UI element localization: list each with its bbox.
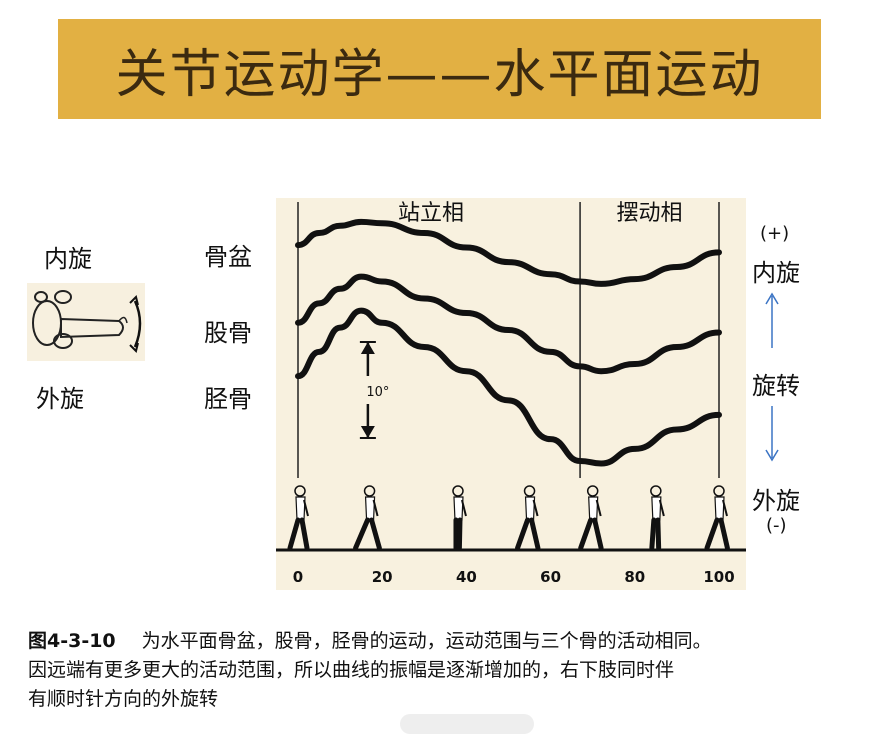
walking-figure-icon bbox=[578, 485, 604, 551]
pelvis-label: 骨盆 bbox=[204, 243, 252, 271]
x-tick-label: 60 bbox=[540, 568, 561, 586]
walking-figure-icon bbox=[353, 485, 382, 551]
title-banner: 关节运动学——水平面运动 bbox=[58, 19, 821, 119]
walking-figure-icon bbox=[287, 485, 310, 551]
foot-rotation-illustration bbox=[27, 283, 145, 361]
scale-label: 10° bbox=[366, 385, 389, 400]
caption-line-3: 有顺时针方向的外旋转 bbox=[28, 688, 219, 710]
watermark bbox=[400, 714, 534, 734]
tibia-label: 胫骨 bbox=[204, 385, 252, 413]
external-rotation-label: 外旋 bbox=[36, 385, 84, 413]
page-title: 关节运动学——水平面运动 bbox=[115, 44, 764, 105]
phase-label-2: 摆动相 bbox=[617, 201, 683, 226]
chart-background bbox=[276, 198, 746, 590]
caption-line-1: 图4-3-10 为水平面骨盆，股骨，胫骨的运动，运动范围与三个骨的活动相同。 bbox=[28, 630, 712, 652]
x-tick-label: 80 bbox=[624, 568, 645, 586]
scale-arrowhead-up bbox=[360, 342, 375, 354]
walking-figure-icon bbox=[649, 485, 665, 551]
x-tick-label: 0 bbox=[293, 568, 303, 586]
foot-top-view-icon bbox=[32, 290, 142, 353]
curve-1 bbox=[295, 218, 722, 287]
walking-figure-icon bbox=[704, 485, 730, 551]
walking-figure-icon bbox=[515, 485, 541, 551]
x-tick-label: 20 bbox=[372, 568, 393, 586]
down-arrow-icon bbox=[765, 406, 779, 462]
phase-label-1: 站立相 bbox=[398, 201, 464, 226]
x-tick-label: 40 bbox=[456, 568, 477, 586]
negative-sign: (-) bbox=[766, 515, 787, 536]
figure-caption: 图4-3-10 为水平面骨盆，股骨，胫骨的运动，运动范围与三个骨的活动相同。 因远… bbox=[28, 627, 868, 714]
femur-label: 股骨 bbox=[204, 319, 252, 347]
right-external-label: 外旋 bbox=[752, 487, 800, 515]
curve-2 bbox=[295, 273, 722, 375]
positive-sign: (+) bbox=[760, 223, 790, 244]
scale-arrowhead-down bbox=[360, 426, 375, 438]
up-arrow-icon bbox=[765, 292, 779, 348]
internal-rotation-label: 内旋 bbox=[44, 245, 92, 273]
figure-number: 图4-3-10 bbox=[28, 630, 116, 652]
right-internal-label: 内旋 bbox=[752, 259, 800, 287]
walking-figure-icon bbox=[452, 485, 467, 551]
x-tick-label: 100 bbox=[703, 568, 734, 586]
caption-line-2: 因远端有更多更大的活动范围，所以曲线的振幅是逐渐增加的，右下肢同时伴 bbox=[28, 659, 675, 681]
rotation-label: 旋转 bbox=[752, 372, 800, 400]
curve-3 bbox=[295, 307, 722, 467]
rotation-chart: 站立相 摆动相 10° 0 20 40 60 80 100 bbox=[276, 198, 746, 590]
